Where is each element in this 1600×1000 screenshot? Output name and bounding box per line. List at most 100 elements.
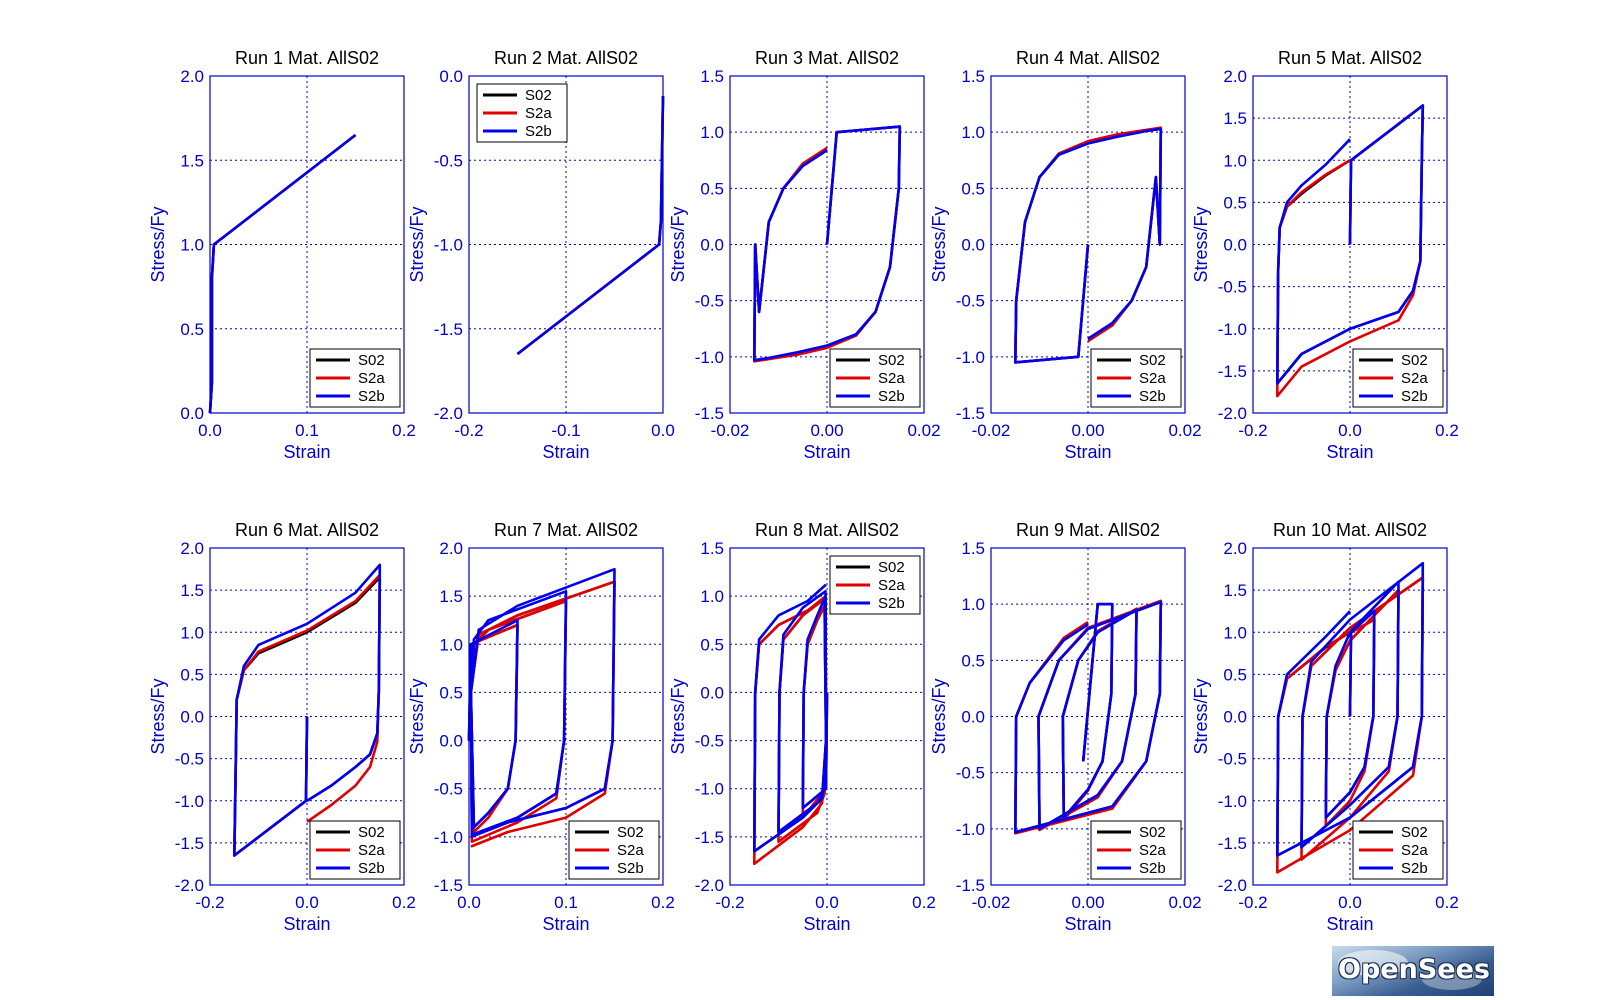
x-tick-label: 0.0	[198, 421, 222, 440]
y-tick-label: 1.0	[700, 587, 724, 606]
y-tick-label: 1.0	[180, 623, 204, 642]
y-tick-label: 0.5	[439, 683, 463, 702]
y-tick-label: 2.0	[439, 539, 463, 558]
y-tick-label: -2.0	[1218, 876, 1247, 895]
y-tick-label: -1.5	[1218, 834, 1247, 853]
legend-label-S2b: S2b	[1401, 388, 1428, 405]
plot-frame	[468, 547, 664, 886]
y-tick-label: 0.0	[439, 732, 463, 751]
plot-frame	[729, 75, 925, 414]
x-tick-label: 0.0	[295, 893, 319, 912]
y-tick-label: 0.0	[180, 404, 204, 423]
y-axis-label: Stress/Fy	[407, 206, 427, 282]
subplot-title: Run 1 Mat. AllS02	[235, 48, 379, 68]
x-tick-label: -0.02	[972, 421, 1011, 440]
y-tick-label: 1.0	[961, 123, 985, 142]
y-tick-label: -1.5	[1218, 362, 1247, 381]
y-tick-label: -1.0	[956, 820, 985, 839]
x-tick-label: 0.0	[1338, 421, 1362, 440]
series-line-S2b	[1276, 561, 1425, 857]
subplot-7: Run 7 Mat. AllS02 0.0 0.1 0.2 -1.5 -1.0 -0.5 0.…	[407, 520, 675, 934]
x-tick-label: -0.1	[551, 421, 580, 440]
y-tick-label: 1.5	[961, 539, 985, 558]
logo-cloud	[1338, 950, 1408, 976]
legend-label-S2b: S2b	[1139, 860, 1166, 877]
subplot-title: Run 10 Mat. AllS02	[1273, 520, 1427, 540]
plot-frame	[209, 547, 405, 886]
x-tick-label: 0.2	[912, 893, 936, 912]
y-tick-label: 0.0	[700, 236, 724, 255]
subplot-title: Run 4 Mat. AllS02	[1016, 48, 1160, 68]
x-tick-label: -0.2	[1238, 421, 1267, 440]
y-tick-label: 0.5	[700, 179, 724, 198]
legend-label-S2b: S2b	[1401, 860, 1428, 877]
subplot-10: Run 10 Mat. AllS02 -0.2 0.0 0.2 -2.0 -1.5 -1.0…	[1191, 520, 1459, 934]
y-tick-label: -1.0	[434, 236, 463, 255]
x-axis-label: Strain	[803, 442, 850, 462]
x-tick-label: 0.02	[1168, 893, 1201, 912]
legend-label-S2b: S2b	[358, 388, 385, 405]
x-tick-label: 0.2	[392, 893, 416, 912]
y-axis-label: Stress/Fy	[929, 678, 949, 754]
legend-label-S2a: S2a	[878, 577, 905, 594]
x-axis-label: Strain	[542, 442, 589, 462]
x-tick-label: 0.00	[810, 421, 843, 440]
plot-frame	[990, 547, 1186, 886]
y-axis-label: Stress/Fy	[1191, 678, 1211, 754]
y-tick-label: -2.0	[434, 404, 463, 423]
x-axis-label: Strain	[283, 442, 330, 462]
logo-text: OpenSees	[1338, 954, 1490, 985]
y-tick-label: 0.5	[180, 320, 204, 339]
y-tick-label: -2.0	[695, 876, 724, 895]
series-line-S2b	[1013, 127, 1163, 364]
y-tick-label: -1.0	[1218, 320, 1247, 339]
y-tick-label: 0.0	[1223, 236, 1247, 255]
y-tick-label: 0.0	[961, 708, 985, 727]
y-tick-label: 0.0	[961, 236, 985, 255]
y-tick-label: 2.0	[1223, 67, 1247, 86]
series-line-S2b	[1276, 104, 1425, 385]
x-axis-label: Strain	[1326, 914, 1373, 934]
subplot-title: Run 8 Mat. AllS02	[755, 520, 899, 540]
legend-label-S2a: S2a	[617, 842, 644, 859]
legend-label-S2a: S2a	[1401, 370, 1428, 387]
y-tick-label: -0.5	[1218, 278, 1247, 297]
y-tick-label: 1.5	[961, 67, 985, 86]
y-tick-label: 1.5	[1223, 581, 1247, 600]
subplot-title: Run 3 Mat. AllS02	[755, 48, 899, 68]
x-tick-label: 0.1	[295, 421, 319, 440]
subplot-title: Run 2 Mat. AllS02	[494, 48, 638, 68]
subplot-4: Run 4 Mat. AllS02 -0.02 0.00 0.02 -1.5 -1.0 -0…	[929, 48, 1202, 462]
plot-frame	[209, 75, 405, 414]
subplot-6: Run 6 Mat. AllS02 -0.2 0.0 0.2 -2.0 -1.5 -1.0 -…	[148, 520, 416, 934]
y-axis-label: Stress/Fy	[148, 206, 168, 282]
y-tick-label: -0.5	[695, 292, 724, 311]
x-tick-label: 0.02	[907, 421, 940, 440]
y-tick-label: 0.0	[439, 67, 463, 86]
legend-label-S2a: S2a	[358, 842, 385, 859]
x-tick-label: 0.00	[1071, 893, 1104, 912]
y-tick-label: -0.5	[956, 292, 985, 311]
y-tick-label: 0.0	[1223, 708, 1247, 727]
y-tick-label: -1.0	[956, 348, 985, 367]
series-line-S2b	[752, 583, 829, 853]
x-axis-label: Strain	[283, 914, 330, 934]
y-tick-label: 1.0	[700, 123, 724, 142]
x-tick-label: 0.0	[457, 893, 481, 912]
x-tick-label: 0.0	[815, 893, 839, 912]
legend-label-S2b: S2b	[525, 123, 552, 140]
y-tick-label: -1.0	[175, 792, 204, 811]
y-tick-label: -1.0	[1218, 792, 1247, 811]
y-tick-label: -0.5	[434, 151, 463, 170]
x-tick-label: 0.2	[1435, 893, 1459, 912]
legend-label-S02: S02	[525, 87, 552, 104]
x-axis-label: Strain	[1326, 442, 1373, 462]
y-tick-label: 1.0	[439, 635, 463, 654]
subplot-1: Run 1 Mat. AllS02 0.0 0.1 0.2 0.0 0.5 1.0 1.5 2.…	[148, 48, 416, 462]
